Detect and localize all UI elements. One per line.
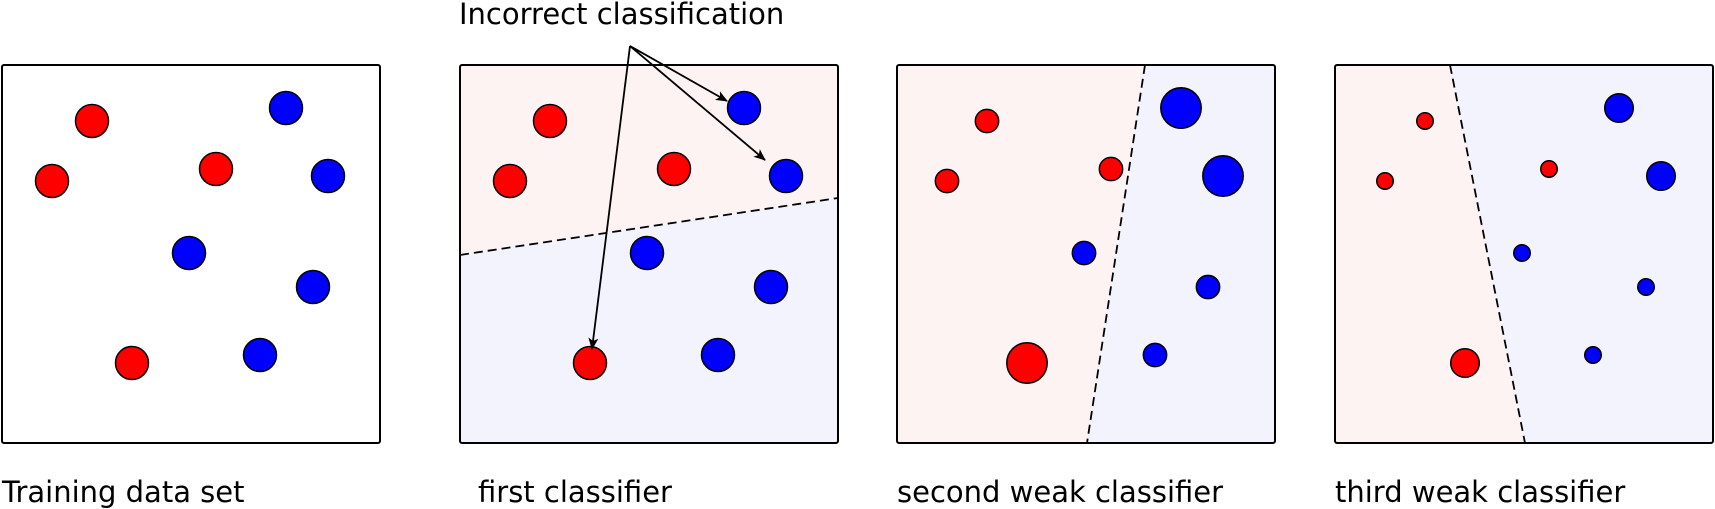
red-point — [114, 345, 150, 381]
red-point — [198, 151, 234, 187]
blue-region — [460, 198, 838, 443]
points-group — [934, 87, 1244, 384]
blue-point — [753, 269, 789, 305]
caption-second-classifier: second weak classifier — [897, 475, 1224, 509]
panel-border — [1334, 64, 1714, 444]
annotation-label: Incorrect classification — [459, 0, 785, 31]
points-group — [1376, 92, 1677, 379]
red-point — [74, 103, 110, 139]
blue-point — [1637, 278, 1655, 296]
red-point — [974, 108, 1000, 134]
blue-point — [1160, 87, 1202, 129]
panel-border — [896, 64, 1276, 444]
red-point — [532, 103, 568, 139]
blue-point — [1142, 342, 1168, 368]
panel-second-classifier — [896, 64, 1276, 444]
panel-first-classifier — [459, 64, 839, 444]
blue-point — [629, 235, 665, 271]
decision-boundary — [1449, 64, 1526, 444]
arrow-to-blue-point-right — [629, 45, 766, 161]
blue-point — [1195, 274, 1221, 300]
arrow-to-blue-point-top — [629, 45, 728, 102]
red-point — [34, 163, 70, 199]
red-point — [492, 163, 528, 199]
blue-point — [310, 158, 346, 194]
blue-region — [1450, 65, 1713, 443]
red-point — [1416, 112, 1434, 130]
points-group — [492, 90, 804, 381]
red-point — [934, 168, 960, 194]
blue-point — [242, 337, 278, 373]
red-point — [1376, 172, 1394, 190]
blue-point — [700, 337, 736, 373]
red-point — [1540, 160, 1558, 178]
red-point — [1006, 342, 1048, 384]
blue-point — [768, 158, 804, 194]
panel-third-classifier — [1334, 64, 1714, 444]
blue-point — [1513, 244, 1531, 262]
red-point — [1098, 156, 1124, 182]
panel-border — [459, 64, 839, 444]
blue-point — [1071, 240, 1097, 266]
blue-point — [1603, 92, 1635, 124]
red-region — [897, 65, 1145, 443]
red-point — [656, 151, 692, 187]
red-point — [572, 345, 608, 381]
blue-point — [268, 90, 304, 126]
blue-point — [726, 90, 762, 126]
points-group — [34, 90, 346, 381]
decision-boundary — [1086, 64, 1146, 444]
caption-first-classifier: first classifier — [478, 475, 672, 509]
arrow-to-red-point — [588, 45, 631, 350]
blue-point — [1202, 155, 1244, 197]
caption-third-classifier: third weak classifier — [1335, 475, 1626, 509]
panel-training-data — [1, 64, 381, 444]
blue-point — [1645, 160, 1677, 192]
decision-boundary — [459, 197, 839, 256]
caption-training-data: Training data set — [2, 475, 245, 509]
red-region — [1335, 65, 1525, 443]
red-point — [1449, 347, 1481, 379]
blue-point — [1584, 346, 1602, 364]
blue-point — [171, 235, 207, 271]
annotation-arrows — [588, 45, 766, 350]
blue-point — [295, 269, 331, 305]
